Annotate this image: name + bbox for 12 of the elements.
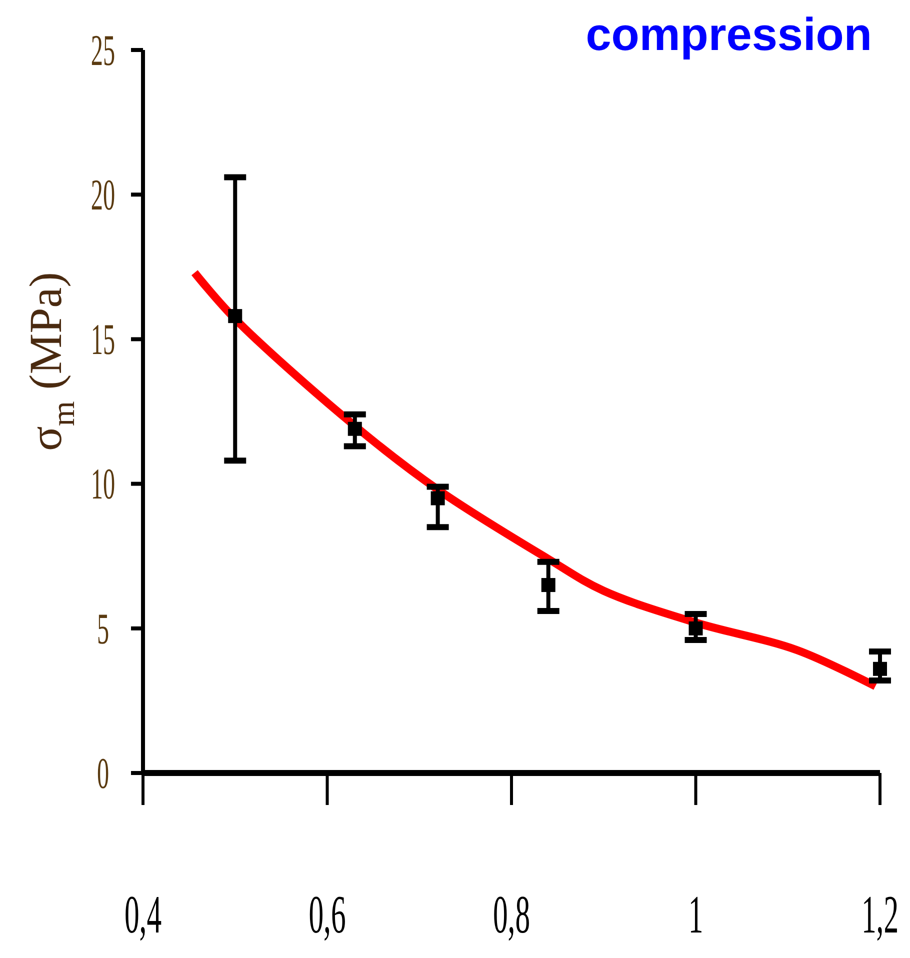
chart-title: compression	[586, 8, 872, 60]
x-tick-label: 0,6	[308, 885, 346, 945]
y-tick-label: 25	[90, 25, 116, 75]
x-tick-label: 0,8	[492, 885, 530, 945]
y-tick-label: 20	[90, 170, 116, 220]
x-tick-label: 1,2	[861, 885, 899, 945]
y-tick-label: 15	[90, 314, 116, 364]
y-tick-label: 10	[90, 459, 116, 509]
x-tick-label: 0,4	[124, 885, 162, 945]
y-tick-label: 0	[96, 748, 110, 798]
y-tick-label: 5	[96, 604, 110, 654]
x-tick-label: 1	[688, 885, 704, 945]
